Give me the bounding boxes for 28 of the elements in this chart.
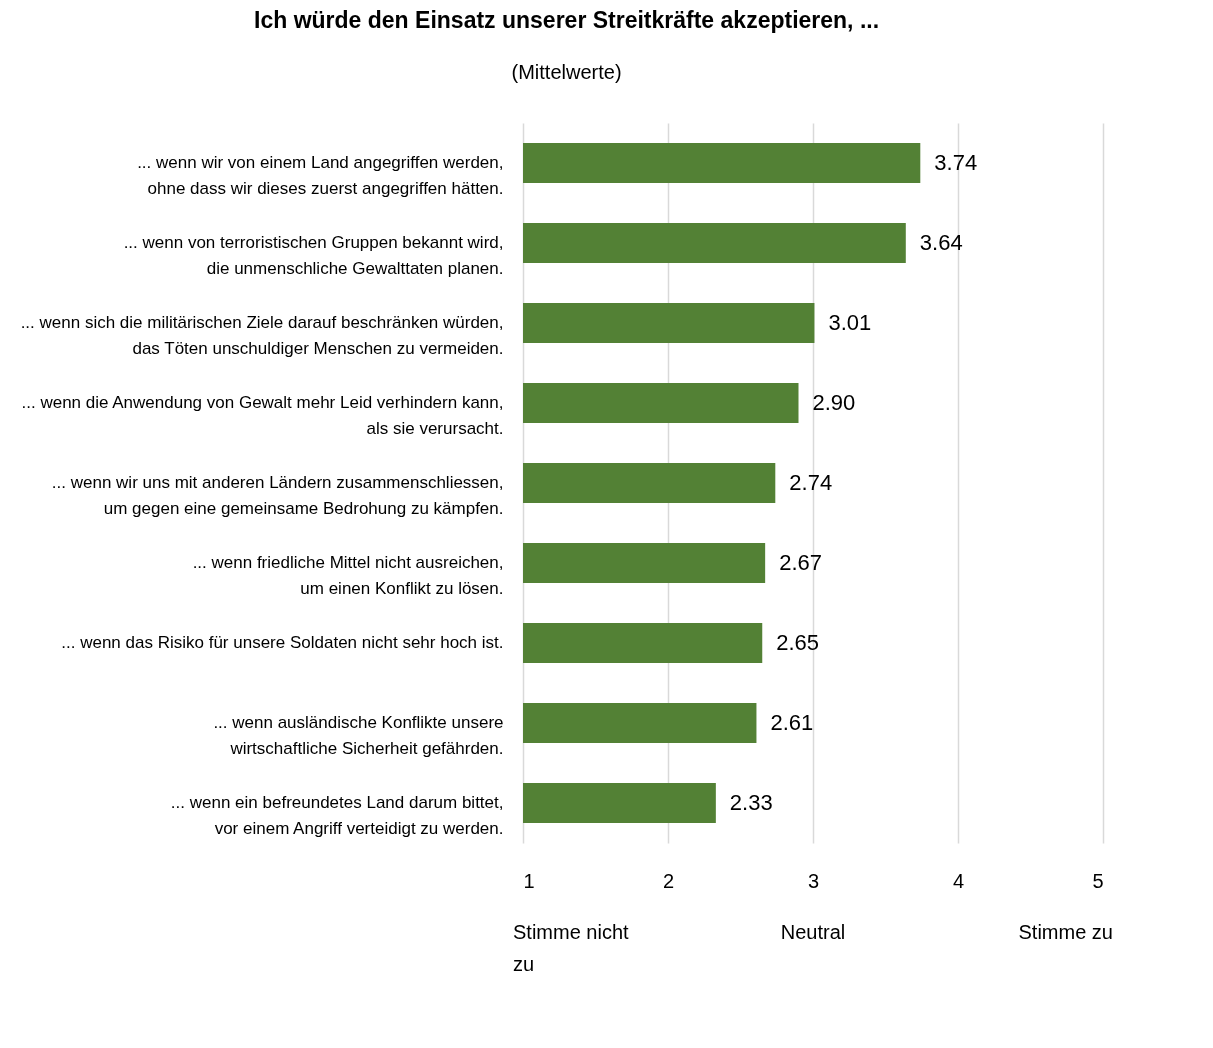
data-label: 3.01: [828, 310, 872, 335]
data-label: 2.90: [812, 390, 856, 415]
chart-subtitle: (Mittelwerte): [511, 61, 622, 83]
text: Stimme zu: [1018, 921, 1113, 943]
x-tick-label: 1: [523, 869, 535, 892]
y-tick-label: ... wenn wir uns mit anderen Ländern zusammenschliessen, um gegen eine gemeinsame Bedrohung zu kämpfen.: [51, 473, 504, 518]
y-tick-label: ... wenn ausländische Konflikte unsere wirtschaftliche Sicherheit gefährden.: [213, 713, 504, 758]
x-tick-label: 5: [1092, 869, 1104, 892]
x-tick-label: 2: [662, 869, 675, 892]
data-label: 2.65: [776, 630, 820, 655]
y-tick-label: ... wenn das Risiko für unsere Soldaten nicht sehr hoch ist.: [61, 633, 504, 652]
y-tick-label: ... wenn sich die militärischen Ziele darauf beschränken würden, das Töten unschuldiger Menschen zu vermeiden.: [20, 313, 504, 358]
y-tick-label: ... wenn wir von einem Land angegriffen werden, ohne dass wir dieses zuerst angegriffen hätten.: [137, 153, 504, 198]
y-tick-label: ... wenn friedliche Mittel nicht ausreichen, um einen Konflikt zu lösen.: [192, 553, 504, 598]
y-tick-label: ... wenn ein befreundetes Land darum bittet, vor einem Angriff verteidigt zu werden.: [170, 793, 504, 838]
chart-title: Ich würde den Einsatz unserer Streitkräfte akzeptieren, ...: [254, 7, 880, 33]
x-tick-label: 4: [952, 869, 965, 892]
data-label: 2.61: [770, 710, 814, 735]
text: Stimme nicht zu: [513, 921, 630, 975]
data-label: 2.74: [789, 470, 833, 495]
data-label: 2.33: [729, 790, 773, 815]
y-tick-label: ... wenn die Anwendung von Gewalt mehr Leid verhindern kann, als sie verursacht.: [21, 393, 504, 438]
data-label: 3.74: [934, 150, 978, 175]
text: Neutral: [780, 921, 846, 943]
data-label: 3.64: [919, 230, 963, 255]
y-tick-label: ... wenn von terroristischen Gruppen bekannt wird, die unmenschliche Gewalttaten planen.: [123, 233, 504, 278]
x-tick-label: 3: [807, 869, 820, 892]
data-label: 2.67: [779, 550, 822, 575]
